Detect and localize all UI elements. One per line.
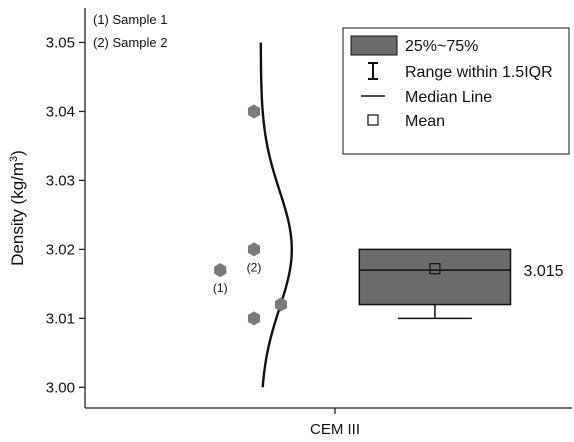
- x-axis-ticks: CEM III: [310, 408, 360, 438]
- mean-marker: [429, 263, 441, 275]
- data-point: [214, 263, 227, 278]
- legend: 25%~75% Range within 1.5IQR Median Line Mea…: [342, 27, 570, 155]
- data-point-label: (1): [213, 281, 228, 295]
- y-tick-label: 3.04: [46, 103, 75, 120]
- legend-swatch-iqr: [350, 35, 398, 56]
- y-tick-label: 3.03: [46, 172, 75, 189]
- mean-value-label: 3.015: [524, 263, 564, 280]
- box-iqr: [358, 248, 512, 306]
- legend-swatch-mean: [367, 114, 379, 126]
- y-tick-label: 3.00: [46, 379, 75, 396]
- data-point: [247, 242, 261, 257]
- y-tick-label: 3.01: [46, 310, 75, 327]
- data-point: [274, 297, 288, 312]
- plot-frame: [84, 8, 572, 409]
- y-axis-ticks: 3.00 3.01 3.02 3.03 3.04 3.05: [46, 34, 85, 396]
- distribution-curve-layer: [259, 42, 294, 388]
- x-tick-label: CEM III: [310, 421, 360, 438]
- sample-note: (2) Sample 2: [93, 35, 167, 50]
- y-axis-title: Density (kg/m3): [8, 150, 27, 266]
- y-tick-label: 3.02: [46, 241, 75, 258]
- data-points-layer: (1) (2): [213, 104, 288, 326]
- y-tick-label: 3.05: [46, 34, 75, 51]
- sample-note: (1) Sample 1: [93, 12, 167, 27]
- legend-label: Mean: [405, 113, 445, 130]
- data-point-label: (2): [247, 260, 262, 274]
- legend-label: Median Line: [405, 89, 492, 106]
- data-point: [247, 311, 261, 326]
- legend-label: Range within 1.5IQR: [405, 64, 553, 81]
- distribution-curve: [259, 42, 294, 388]
- data-point: [247, 104, 261, 119]
- sample-notes: (1) Sample 1 (2) Sample 2: [93, 12, 167, 50]
- legend-label: 25%~75%: [405, 38, 478, 55]
- box-plot-layer: 3.015: [358, 248, 564, 320]
